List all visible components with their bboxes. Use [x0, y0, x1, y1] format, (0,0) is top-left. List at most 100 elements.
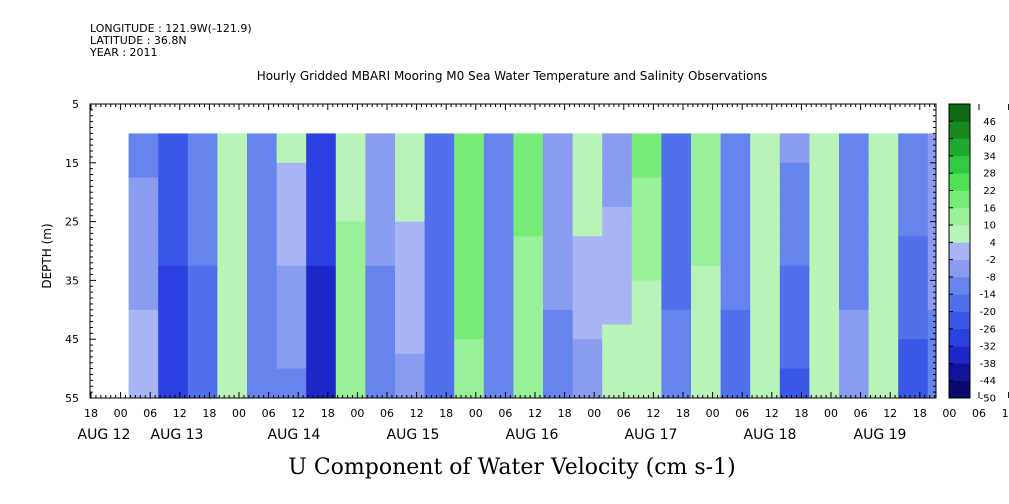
x-hour-label: 06 — [735, 407, 749, 420]
heatmap-cell — [927, 280, 936, 296]
colorbar-swatch — [949, 155, 970, 174]
heatmap-cell — [424, 339, 455, 355]
heatmap-cell — [750, 368, 781, 384]
heatmap-cell — [483, 280, 514, 296]
colorbar-label: 10 — [983, 221, 996, 232]
x-hour-label: 18 — [558, 407, 572, 420]
heatmap-cell — [809, 221, 840, 237]
heatmap-cell — [898, 339, 929, 355]
heatmap-cell — [454, 148, 485, 164]
x-hour-label: 00 — [350, 407, 364, 420]
heatmap-cell — [276, 383, 307, 398]
heatmap-cell — [306, 236, 337, 252]
heatmap-cell — [809, 383, 840, 398]
heatmap-cell — [720, 265, 751, 281]
heatmap-cell — [513, 368, 544, 384]
heatmap-cell — [750, 280, 781, 296]
heatmap-cell — [395, 324, 426, 340]
heatmap-cell — [720, 324, 751, 340]
heatmap-cell — [513, 162, 544, 178]
heatmap-cell — [572, 309, 603, 325]
x-hour-label: 12 — [173, 407, 187, 420]
heatmap-cell — [691, 339, 722, 355]
x-hour-label: 18 — [439, 407, 453, 420]
heatmap-cell — [247, 206, 278, 223]
heatmap-cell — [276, 192, 307, 208]
heatmap-cell — [691, 206, 722, 223]
heatmap-cell — [809, 148, 840, 164]
heatmap-cell — [513, 309, 544, 325]
heatmap-cell — [898, 177, 929, 193]
heatmap-cell — [128, 368, 159, 384]
heatmap-cell — [483, 368, 514, 384]
heatmap-cell — [128, 133, 159, 149]
x-hour-label: 12 — [883, 407, 897, 420]
heatmap-cell — [454, 206, 485, 223]
x-hour-label: 06 — [380, 407, 394, 420]
heatmap-cell — [424, 368, 455, 384]
heatmap-cell — [276, 206, 307, 223]
heatmap-cell — [247, 353, 278, 370]
colorbar-label: 22 — [983, 186, 996, 197]
heatmap-cell — [661, 353, 692, 370]
colorbar-swatch — [949, 121, 970, 139]
heatmap-cell — [868, 251, 899, 267]
heatmap-cell — [691, 265, 722, 281]
heatmap-cell — [839, 236, 870, 252]
heatmap-cell — [543, 251, 574, 267]
heatmap-cell — [602, 133, 633, 149]
y-tick-label: 25 — [65, 216, 79, 229]
heatmap-cell — [661, 265, 692, 281]
heatmap-cell — [276, 177, 307, 193]
location-header: LONGITUDE : 121.9W(-121.9) LATITUDE : 36… — [90, 23, 252, 59]
heatmap-cell — [927, 339, 936, 355]
x-date-label: AUG 13 — [151, 427, 204, 443]
colorbar-label: -26 — [980, 324, 996, 335]
heatmap-cell — [187, 251, 218, 267]
x-hour-label: 12 — [410, 407, 424, 420]
heatmap-cell — [158, 162, 189, 178]
heatmap-cell — [158, 324, 189, 340]
heatmap-cell — [868, 148, 899, 164]
heatmap-cell — [602, 148, 633, 164]
colorbar-label: -44 — [980, 376, 996, 387]
heatmap-cell — [395, 133, 426, 149]
heatmap-cell — [720, 206, 751, 223]
heatmap-cell — [543, 192, 574, 208]
heatmap-cell — [750, 265, 781, 281]
y-axis: 5 15 25 35 45 55 — [65, 98, 936, 405]
heatmap-cell — [631, 309, 662, 325]
heatmap-cell — [158, 295, 189, 311]
heatmap-cell — [335, 295, 366, 311]
heatmap-cell — [335, 177, 366, 193]
colorbar-label: -38 — [980, 359, 996, 370]
x-hour-label: 06 — [617, 407, 631, 420]
heatmap-cell — [513, 265, 544, 281]
heatmap-cell — [335, 368, 366, 384]
heatmap-cell — [898, 383, 929, 398]
heatmap-cell — [424, 133, 455, 149]
heatmap-cell — [868, 192, 899, 208]
heatmap-cell — [335, 133, 366, 149]
heatmap-cell — [691, 280, 722, 296]
heatmap-cell — [868, 295, 899, 311]
heatmap-cell — [543, 353, 574, 370]
heatmap-cell — [335, 383, 366, 398]
heatmap-cell — [661, 280, 692, 296]
heatmap-cell — [306, 206, 337, 223]
heatmap-cell — [247, 221, 278, 237]
heatmap-cell — [720, 177, 751, 193]
x-hour-label: 12 — [1002, 407, 1009, 420]
heatmap-cell — [217, 265, 248, 281]
heatmap-cell — [868, 221, 899, 237]
heatmap-cell — [868, 265, 899, 281]
heatmap-cell — [306, 192, 337, 208]
year-label: YEAR : 2011 — [90, 46, 158, 59]
heatmap-cell — [306, 162, 337, 178]
heatmap-cell — [631, 221, 662, 237]
heatmap-cell — [217, 295, 248, 311]
heatmap-cell — [543, 221, 574, 237]
heatmap-cell — [927, 324, 936, 340]
heatmap-cell — [158, 339, 189, 355]
